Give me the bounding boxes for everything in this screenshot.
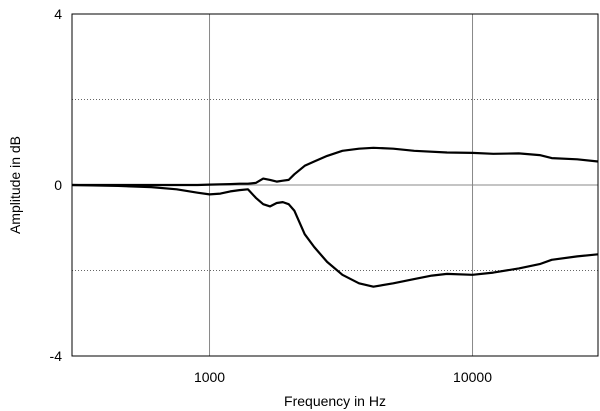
x-axis-label: Frequency in Hz bbox=[284, 393, 386, 409]
y-tick-label: 0 bbox=[54, 177, 62, 193]
y-tick-label: 4 bbox=[54, 6, 62, 22]
series-layer bbox=[71, 146, 599, 288]
x-tick-label: 1000 bbox=[194, 369, 225, 385]
y-tick-label: -4 bbox=[50, 348, 63, 364]
y-axis-label: Amplitude in dB bbox=[7, 136, 23, 234]
plot-frame bbox=[71, 13, 599, 357]
tick-labels: 1000 10000 4 0 -4 bbox=[50, 6, 493, 385]
series-line-1 bbox=[72, 146, 599, 187]
series-line-2 bbox=[71, 183, 599, 288]
x-tick-label: 10000 bbox=[453, 369, 492, 385]
